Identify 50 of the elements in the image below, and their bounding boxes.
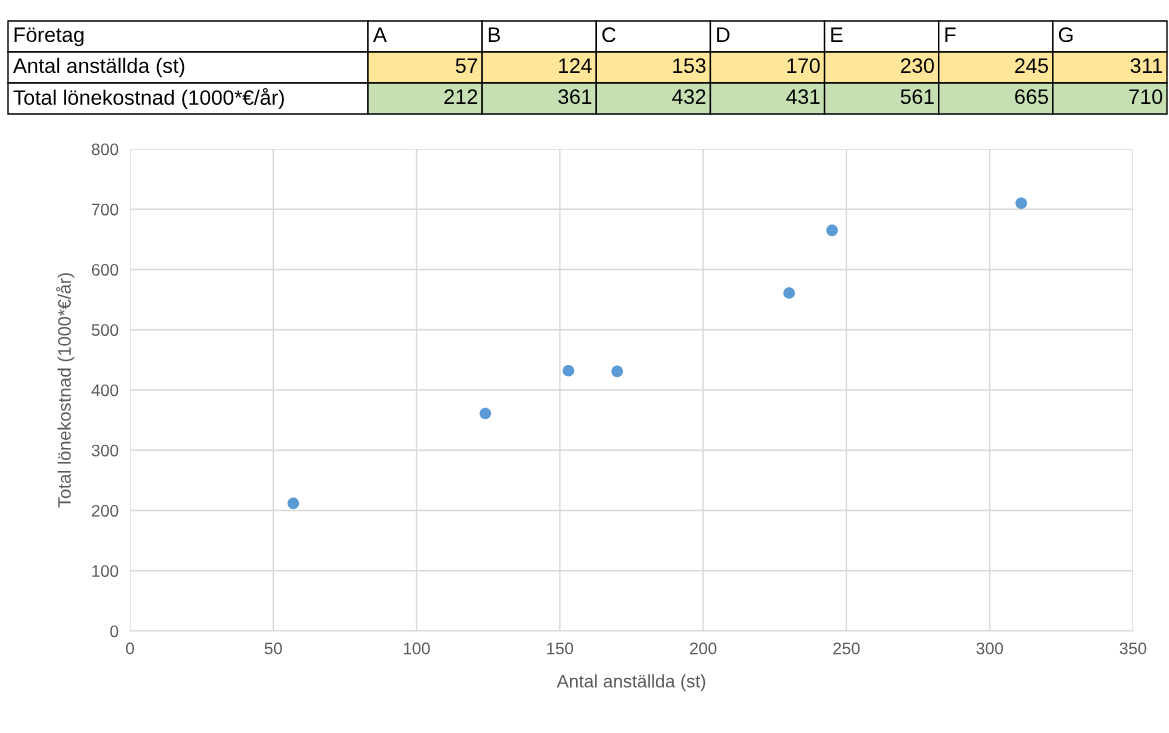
point (611, 365, 623, 378)
text: 153 (673, 58, 706, 74)
text: 665 (1015, 89, 1048, 105)
point (826, 224, 838, 237)
text: 212 (444, 89, 478, 104)
point (783, 287, 795, 299)
x-tick-label: 150 (547, 642, 574, 655)
text: 710 (1129, 89, 1163, 105)
text: 245 (1015, 58, 1048, 74)
category-label: B (488, 27, 500, 42)
category-label: F (945, 27, 956, 42)
point (479, 407, 492, 420)
x-tick-label: 0 (126, 642, 134, 655)
y-axis-title: Total lönekostnad (1000*€/år) (56, 273, 75, 508)
y-tick-label: 100 (92, 565, 119, 577)
text: 170 (787, 58, 820, 74)
x-tick-label: 350 (1119, 642, 1147, 655)
y-tick-label: 800 (91, 143, 119, 156)
text: Total lönekostnad (1000*€/år) (13, 87, 284, 110)
category-label: C (602, 27, 616, 43)
text: Antal anställda (st) (13, 57, 185, 78)
x-tick-label: 50 (264, 642, 282, 655)
text: 230 (901, 58, 934, 74)
category-label: A (373, 27, 387, 42)
y-tick-label: 500 (91, 324, 119, 336)
x-tick-label: 250 (833, 642, 860, 655)
x-tick-label: 300 (976, 642, 1003, 655)
category-label: D (717, 27, 730, 42)
y-tick-label: 0 (110, 625, 119, 638)
x-tick-label: 200 (690, 642, 717, 655)
y-tick-label: 200 (91, 504, 119, 517)
text: 311 (1130, 58, 1162, 74)
x-axis-title: Antal anställda (st) (556, 674, 706, 692)
text: 561 (900, 89, 934, 105)
y-tick-label: 600 (91, 263, 119, 276)
point (287, 497, 300, 510)
y-tick-label: 700 (91, 203, 119, 216)
y-tick-label: 400 (91, 384, 119, 397)
y-tick-label: 300 (91, 444, 119, 457)
point (1015, 197, 1028, 210)
category-label: Företag (14, 27, 84, 47)
text: 124 (559, 58, 592, 73)
x-tick-label: 100 (403, 642, 430, 655)
point (562, 364, 575, 377)
category-label: E (831, 27, 843, 42)
text: 432 (672, 89, 706, 105)
text: 431 (786, 89, 820, 105)
text: 57 (455, 58, 478, 74)
text: 361 (558, 89, 592, 105)
category-label: G (1058, 27, 1073, 43)
